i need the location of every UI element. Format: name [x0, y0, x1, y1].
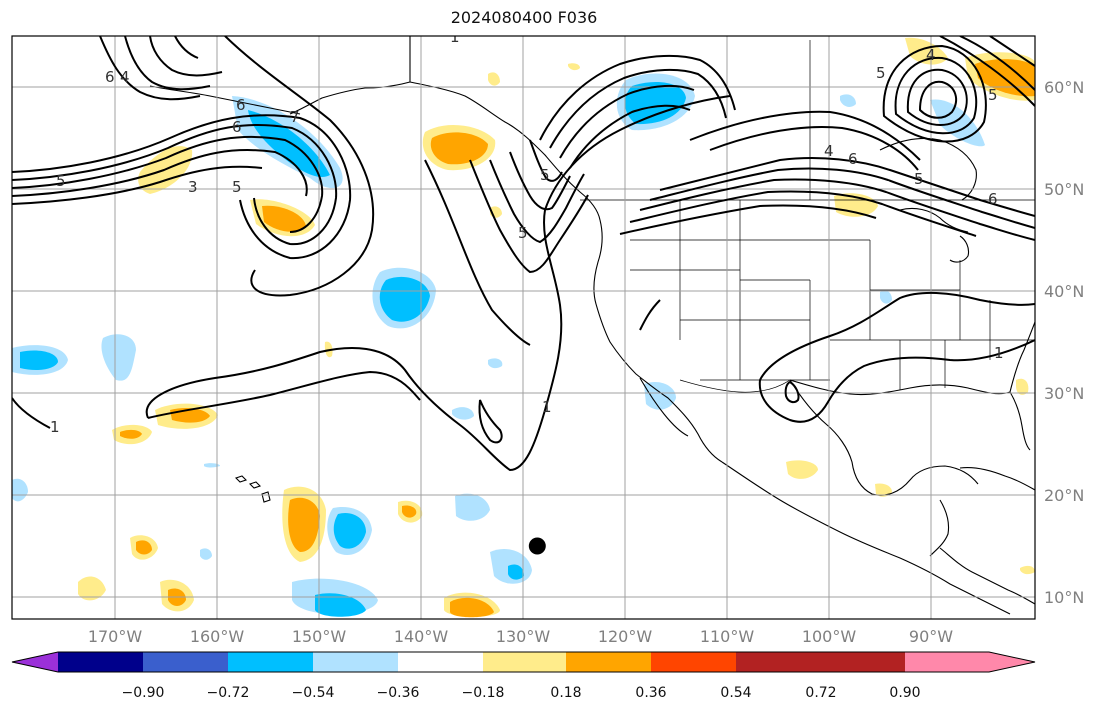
- colorbar-segment: [398, 652, 483, 672]
- borders: [580, 40, 1035, 393]
- lon-label: 150°W: [292, 627, 347, 646]
- lat-label: 20°N: [1044, 486, 1084, 505]
- lon-label: 100°W: [802, 627, 857, 646]
- colorbar: −0.90 −0.72 −0.54 −0.36 −0.18 0.18 0.36 …: [11, 651, 1036, 701]
- svg-text:5: 5: [540, 166, 550, 184]
- svg-text:6: 6: [848, 150, 858, 168]
- svg-text:6: 6: [105, 68, 115, 86]
- colorbar-tick-label: 0.90: [889, 685, 920, 701]
- lon-label: 90°W: [909, 627, 953, 646]
- svg-text:5: 5: [56, 172, 66, 190]
- colorbar-segment: [736, 652, 821, 672]
- lat-label: 30°N: [1044, 384, 1084, 403]
- svg-text:7: 7: [290, 108, 300, 126]
- colorbar-tick-label: −0.36: [377, 685, 420, 701]
- svg-text:6: 6: [232, 118, 242, 136]
- colorbar-segment: [58, 652, 143, 672]
- svg-text:4: 4: [824, 142, 834, 160]
- position-marker: [528, 537, 546, 555]
- svg-text:3: 3: [188, 178, 198, 196]
- svg-text:1: 1: [50, 418, 60, 436]
- lat-label: 40°N: [1044, 282, 1084, 301]
- colorbar-tick-label: 0.54: [720, 685, 751, 701]
- svg-text:6: 6: [988, 190, 998, 208]
- colorbar-segment: [821, 652, 905, 672]
- svg-text:5: 5: [876, 64, 886, 82]
- lat-label: 60°N: [1044, 78, 1084, 97]
- colorbar-segment: [651, 652, 736, 672]
- svg-text:1: 1: [994, 344, 1004, 362]
- contour-labels: 6 4 5 3 5 1 7 5 5 4 6 5 4 5 6 5 6 6 1 1 …: [50, 28, 1004, 436]
- colorbar-tick-label: −0.18: [462, 685, 505, 701]
- graticule: [12, 36, 1035, 619]
- anomaly-shading: [12, 37, 1035, 618]
- colorbar-tick-label: −0.72: [207, 685, 250, 701]
- svg-text:5: 5: [988, 86, 998, 104]
- svg-text:1: 1: [450, 28, 460, 46]
- svg-text:6: 6: [236, 96, 246, 114]
- height-contours: [12, 36, 1035, 472]
- lon-label: 170°W: [88, 627, 143, 646]
- lon-label: 110°W: [700, 627, 755, 646]
- lat-label: 10°N: [1044, 588, 1084, 607]
- lat-label: 50°N: [1044, 180, 1084, 199]
- svg-text:5: 5: [232, 178, 242, 196]
- lon-label: 140°W: [394, 627, 449, 646]
- colorbar-tick-label: 0.36: [635, 685, 666, 701]
- colorbar-segment: [228, 652, 313, 672]
- colorbar-tick-label: 0.18: [550, 685, 581, 701]
- longitude-labels: 170°W 160°W 150°W 140°W 130°W 120°W 110°…: [88, 627, 953, 646]
- colorbar-tick-label: −0.90: [122, 685, 165, 701]
- latitude-labels: 60°N 50°N 40°N 30°N 20°N 10°N: [1044, 78, 1084, 607]
- svg-text:5: 5: [518, 224, 528, 242]
- colorbar-segment: [313, 652, 398, 672]
- lon-label: 160°W: [190, 627, 245, 646]
- lon-label: 130°W: [496, 627, 551, 646]
- svg-text:4: 4: [120, 68, 130, 86]
- svg-text:4: 4: [926, 46, 936, 64]
- map-title: 2024080400 F036: [450, 8, 598, 27]
- map-frame: [11, 35, 1036, 620]
- colorbar-left-arrow: [12, 652, 58, 672]
- colorbar-segment: [483, 652, 566, 672]
- colorbar-right-arrow: [989, 652, 1035, 672]
- svg-text:1: 1: [542, 398, 552, 416]
- colorbar-outline: [11, 651, 1036, 673]
- colorbar-segment: [566, 652, 651, 672]
- svg-text:5: 5: [914, 170, 924, 188]
- coastlines: [149, 36, 1035, 615]
- colorbar-segment: [905, 652, 989, 672]
- colorbar-tick-label: −0.54: [292, 685, 335, 701]
- colorbar-tick-label: 0.72: [805, 685, 836, 701]
- colorbar-segment: [143, 652, 228, 672]
- lon-label: 120°W: [598, 627, 653, 646]
